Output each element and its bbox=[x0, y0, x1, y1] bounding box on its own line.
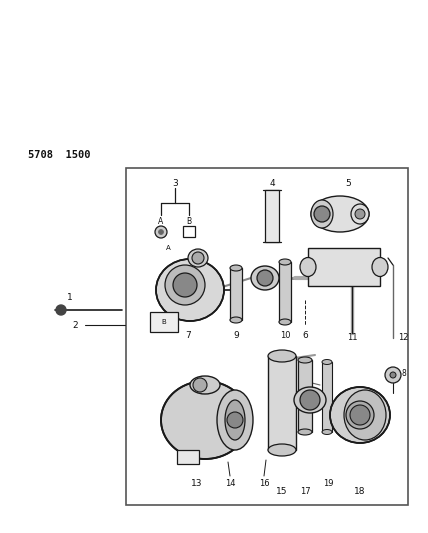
Text: 19: 19 bbox=[323, 479, 333, 488]
Text: 4: 4 bbox=[269, 179, 275, 188]
Ellipse shape bbox=[156, 259, 224, 321]
Circle shape bbox=[173, 273, 197, 297]
Ellipse shape bbox=[190, 376, 220, 394]
Ellipse shape bbox=[298, 429, 312, 435]
Text: A: A bbox=[158, 216, 163, 225]
Bar bbox=[298, 360, 312, 432]
Circle shape bbox=[257, 270, 273, 286]
Bar bbox=[183, 226, 195, 237]
Text: 5708  1500: 5708 1500 bbox=[28, 150, 90, 160]
Text: 3: 3 bbox=[172, 179, 178, 188]
Circle shape bbox=[390, 372, 396, 378]
Bar bbox=[268, 356, 296, 450]
Bar bbox=[126, 168, 408, 505]
Circle shape bbox=[350, 405, 370, 425]
Circle shape bbox=[314, 206, 330, 222]
Circle shape bbox=[158, 230, 163, 235]
Text: B: B bbox=[187, 216, 192, 225]
Ellipse shape bbox=[330, 387, 390, 443]
Text: 17: 17 bbox=[300, 488, 310, 497]
Text: B: B bbox=[162, 319, 166, 325]
Ellipse shape bbox=[294, 387, 326, 413]
Text: 1: 1 bbox=[67, 294, 73, 303]
Circle shape bbox=[193, 378, 207, 392]
Ellipse shape bbox=[344, 390, 386, 440]
Ellipse shape bbox=[298, 357, 312, 363]
Ellipse shape bbox=[311, 196, 369, 232]
Bar bbox=[265, 190, 279, 242]
Text: 9: 9 bbox=[233, 330, 239, 340]
Bar bbox=[308, 248, 380, 286]
Ellipse shape bbox=[322, 430, 332, 434]
Ellipse shape bbox=[230, 317, 242, 323]
Ellipse shape bbox=[268, 350, 296, 362]
Circle shape bbox=[355, 209, 365, 219]
Ellipse shape bbox=[268, 444, 296, 456]
Text: 14: 14 bbox=[225, 479, 235, 488]
Text: 11: 11 bbox=[347, 334, 357, 343]
Bar bbox=[322, 362, 332, 432]
Ellipse shape bbox=[279, 319, 291, 325]
Bar bbox=[177, 450, 199, 464]
Bar bbox=[230, 268, 242, 320]
Circle shape bbox=[192, 252, 204, 264]
Ellipse shape bbox=[372, 257, 388, 277]
Ellipse shape bbox=[351, 204, 369, 224]
Text: 12: 12 bbox=[398, 334, 408, 343]
Circle shape bbox=[56, 305, 66, 315]
Bar bbox=[150, 312, 178, 332]
Ellipse shape bbox=[322, 359, 332, 365]
Ellipse shape bbox=[279, 259, 291, 265]
Text: 6: 6 bbox=[302, 330, 308, 340]
Circle shape bbox=[155, 226, 167, 238]
Ellipse shape bbox=[346, 401, 374, 429]
Text: 18: 18 bbox=[354, 488, 366, 497]
Ellipse shape bbox=[217, 390, 253, 450]
Ellipse shape bbox=[161, 381, 249, 459]
Text: 8: 8 bbox=[402, 369, 407, 378]
Text: 16: 16 bbox=[259, 479, 269, 488]
Ellipse shape bbox=[230, 265, 242, 271]
Ellipse shape bbox=[311, 200, 333, 228]
Circle shape bbox=[385, 367, 401, 383]
Circle shape bbox=[227, 412, 243, 428]
Bar bbox=[279, 262, 291, 322]
Ellipse shape bbox=[188, 249, 208, 267]
Circle shape bbox=[165, 265, 205, 305]
Text: 7: 7 bbox=[185, 330, 191, 340]
Ellipse shape bbox=[225, 400, 245, 440]
Text: 13: 13 bbox=[191, 479, 203, 488]
Ellipse shape bbox=[300, 257, 316, 277]
Text: 10: 10 bbox=[280, 330, 290, 340]
Circle shape bbox=[300, 390, 320, 410]
Text: A: A bbox=[166, 245, 170, 251]
Text: 2: 2 bbox=[72, 320, 78, 329]
Text: 5: 5 bbox=[345, 179, 351, 188]
Text: 15: 15 bbox=[276, 488, 288, 497]
Ellipse shape bbox=[251, 266, 279, 290]
